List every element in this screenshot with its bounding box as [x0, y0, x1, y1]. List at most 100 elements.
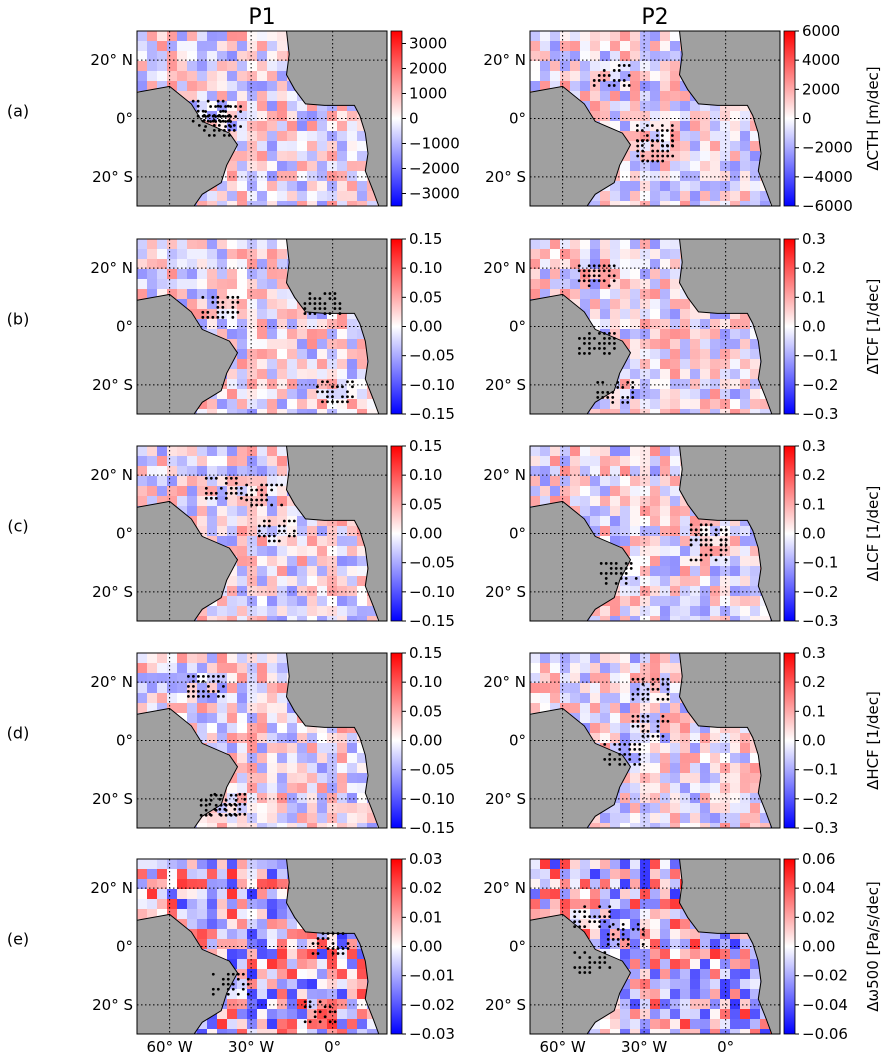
field-cell [197, 606, 208, 617]
field-cell [227, 546, 238, 557]
stipple-dot [660, 129, 664, 132]
field-cell [267, 1009, 278, 1020]
field-cell [317, 309, 328, 320]
field-cell [540, 41, 551, 52]
stipple-dot [270, 483, 274, 487]
field-cell [650, 181, 661, 192]
field-cell [680, 536, 691, 547]
stipple-dot [622, 84, 626, 87]
field-cell [277, 596, 288, 607]
field-cell [347, 989, 358, 1000]
field-cell [540, 693, 551, 704]
stipple-dot [206, 99, 210, 103]
field-cell [287, 506, 298, 517]
field-cell [267, 713, 278, 724]
field-cell [610, 596, 621, 607]
stipple-dot [211, 119, 215, 123]
field-cell [297, 121, 308, 132]
field-cell [307, 131, 318, 142]
field-cell [730, 131, 741, 142]
field-cell [630, 586, 641, 597]
field-cell [690, 526, 701, 537]
field-cell [347, 949, 358, 960]
field-cell [227, 703, 238, 714]
field-cell [690, 161, 701, 172]
field-cell [137, 61, 148, 72]
colorbar-tick-label: −0.1 [802, 554, 838, 572]
stipple-dot [596, 396, 600, 399]
stipple-dot [636, 139, 640, 143]
stipple-dot [321, 380, 324, 384]
field-cell [247, 703, 258, 714]
field-cell [307, 369, 318, 380]
stipple-dot [694, 528, 698, 532]
field-cell [247, 939, 258, 950]
stipple-dot [229, 120, 233, 123]
field-cell [137, 249, 148, 260]
field-cell [610, 121, 621, 132]
field-cell [680, 141, 691, 152]
stipple-dot [699, 558, 703, 562]
stipple-dot [619, 577, 623, 580]
field-cell [750, 171, 761, 182]
stipple-dot [222, 674, 225, 678]
field-cell [317, 566, 328, 577]
stipple-dot [635, 124, 639, 127]
field-cell [327, 969, 338, 980]
stipple-dot [234, 481, 238, 485]
field-cell [257, 456, 268, 467]
field-cell [610, 319, 621, 330]
field-cell [247, 823, 258, 828]
stipple-dot [577, 269, 581, 273]
stipple-dot [341, 947, 345, 950]
field-cell [187, 486, 198, 497]
field-cell [620, 663, 631, 674]
field-cell [207, 1019, 218, 1030]
stipple-dot [724, 528, 728, 532]
stipple-dot [670, 134, 674, 137]
stipple-dot [250, 488, 254, 492]
field-cell [217, 899, 228, 910]
field-cell [590, 279, 601, 290]
field-cell [297, 929, 308, 940]
stipple-dot [646, 692, 650, 696]
field-cell [297, 161, 308, 172]
field-cell [277, 1009, 288, 1020]
stipple-dot [331, 395, 334, 399]
field-cell [660, 526, 671, 537]
field-cell [157, 683, 168, 694]
field-cell [570, 496, 581, 507]
field-cell [237, 516, 248, 527]
field-cell [207, 486, 218, 497]
field-cell [137, 31, 148, 42]
field-cell [277, 693, 288, 704]
field-cell [640, 111, 651, 122]
colorbar-tick-label: 0.3 [802, 230, 826, 248]
field-cell [277, 446, 288, 457]
field-cell [177, 81, 188, 92]
field-cell [347, 763, 358, 774]
stipple-dot [598, 347, 601, 350]
stipple-dot [596, 381, 600, 384]
stipple-dot [204, 115, 208, 118]
field-cell [247, 269, 258, 280]
field-cell [710, 723, 721, 734]
stipple-dot [250, 503, 254, 507]
stipple-dot [603, 332, 606, 335]
field-cell [750, 151, 761, 162]
colorbar-tick-label: −1000 [409, 135, 460, 153]
stipple-dot [229, 105, 233, 108]
field-cell [237, 239, 248, 250]
stipple-dot [196, 104, 200, 108]
field-cell [307, 101, 318, 112]
field-cell [650, 379, 661, 390]
stipple-dot [346, 400, 349, 404]
field-cell [187, 879, 198, 890]
field-cell [750, 536, 761, 547]
field-cell [730, 389, 741, 400]
field-cell [147, 259, 158, 270]
field-cell [690, 389, 701, 400]
field-cell [227, 653, 238, 664]
stipple-dot [221, 977, 225, 981]
field-cell [600, 733, 611, 744]
